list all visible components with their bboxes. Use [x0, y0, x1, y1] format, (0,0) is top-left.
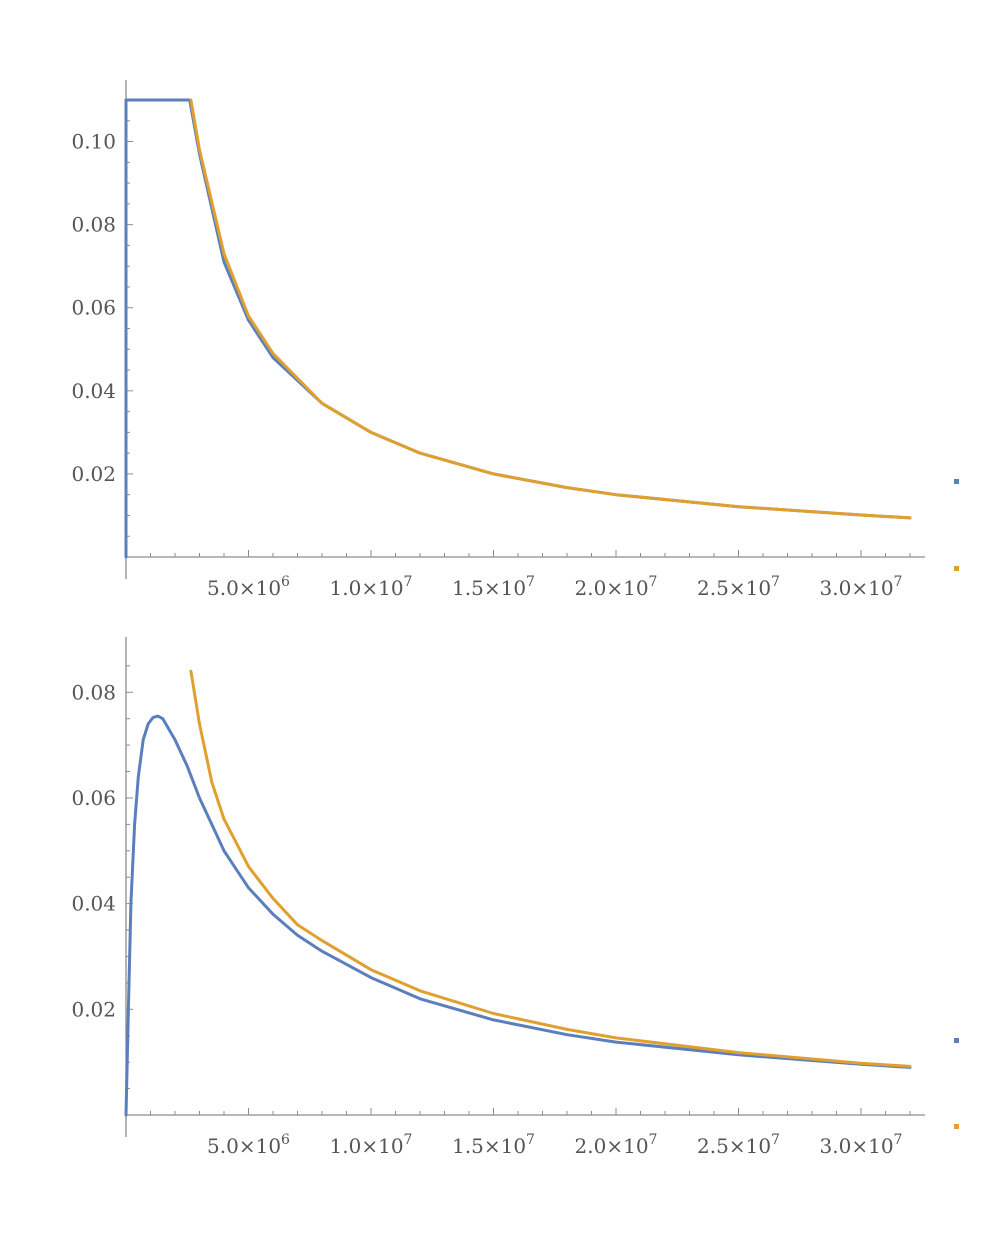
y-tick-label: 0.06 [71, 786, 116, 810]
y-tick-label: 0.04 [71, 892, 116, 916]
series-1-line [124, 714, 912, 1117]
legend-marker-series1-top [954, 479, 959, 484]
series-2-line [189, 669, 912, 1068]
x-tick-label: 1.0×107 [330, 574, 413, 600]
x-tick-label: 2.5×107 [697, 1132, 780, 1158]
x-tick-label: 1.5×107 [452, 1132, 535, 1158]
x-tick-label: 2.5×107 [697, 574, 780, 600]
x-tick-label: 1.0×107 [330, 1132, 413, 1158]
x-tick-label: 2.0×107 [575, 574, 658, 600]
y-tick-label: 0.06 [71, 296, 116, 320]
legend-marker-series1-bottom [954, 1038, 959, 1043]
top-chart: 5.0×106 1.0×107 1.5×107 2.0×107 2.5×107 3.0×1… [71, 80, 925, 600]
x-tick-label: 2.0×107 [575, 1132, 658, 1158]
y-tick-label: 0.02 [71, 997, 116, 1021]
y-tick-label: 0.10 [71, 130, 116, 154]
y-tick-label: 0.02 [71, 462, 116, 486]
legend-swatch [954, 479, 959, 484]
series-2-line [189, 98, 912, 520]
y-tick-label: 0.04 [71, 379, 116, 403]
legend-swatch [954, 1124, 959, 1129]
y-tick-label: 0.08 [71, 680, 116, 704]
x-tick-label: 5.0×106 [207, 1132, 290, 1158]
x-tick-label: 5.0×106 [207, 574, 290, 600]
x-tick-label: 3.0×107 [820, 1132, 903, 1158]
legend-marker-series2-bottom [954, 1124, 959, 1129]
legend-marker-series2-top [954, 566, 959, 571]
legend-swatch [954, 1038, 959, 1043]
x-tick-label: 1.5×107 [452, 574, 535, 600]
legend-swatch [954, 566, 959, 571]
x-tick-label: 3.0×107 [820, 574, 903, 600]
y-tick-label: 0.08 [71, 213, 116, 237]
bottom-chart: 5.0×106 1.0×107 1.5×107 2.0×107 2.5×107 3.0×1… [71, 637, 925, 1158]
series-1-line [124, 98, 912, 559]
